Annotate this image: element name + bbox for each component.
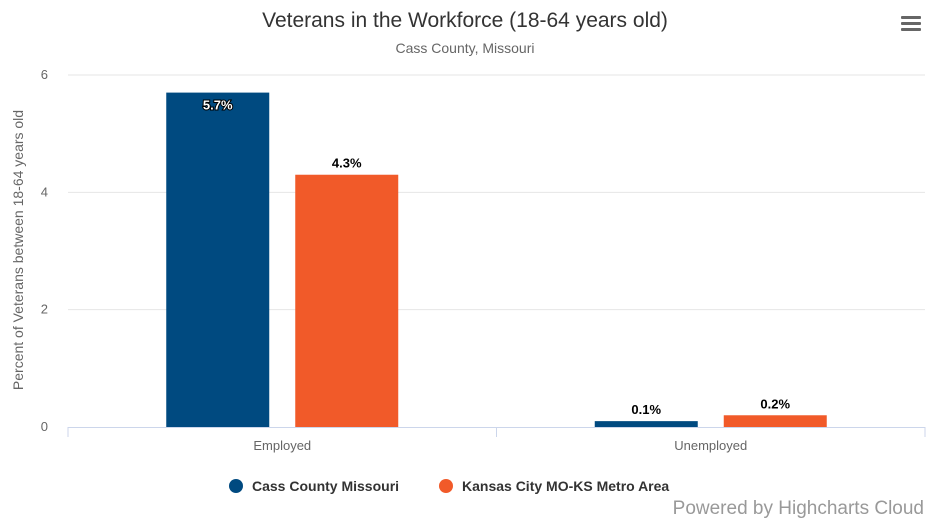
y-axis-ticks: 0 2 4 6 — [41, 67, 48, 434]
legend-symbol — [229, 479, 243, 493]
data-label: 4.3% — [332, 156, 362, 171]
x-tick-label: Employed — [253, 438, 311, 453]
legend-symbol — [439, 479, 453, 493]
legend: Cass County Missouri Kansas City MO-KS Me… — [229, 478, 669, 494]
y-tick-label: 2 — [41, 302, 48, 317]
y-tick-label: 0 — [41, 419, 48, 434]
data-label: 0.2% — [760, 396, 790, 411]
x-axis: Employed Unemployed — [67, 427, 926, 453]
bar[interactable] — [594, 421, 698, 427]
bar[interactable] — [723, 415, 827, 427]
legend-label: Kansas City MO-KS Metro Area — [462, 478, 669, 494]
bars: 5.7% 0.1% 4.3% 0.2% — [166, 92, 827, 427]
hamburger-menu-icon[interactable] — [896, 10, 926, 40]
chart-subtitle: Cass County, Missouri — [395, 40, 534, 56]
bar[interactable] — [295, 174, 399, 427]
data-label: 5.7% — [203, 98, 233, 113]
chart-title: Veterans in the Workforce (18-64 years o… — [262, 9, 668, 32]
y-axis-label: Percent of Veterans between 18-64 years … — [10, 110, 26, 390]
bar[interactable] — [166, 92, 270, 427]
credits[interactable]: Powered by Highcharts Cloud — [673, 498, 924, 519]
legend-item[interactable]: Cass County Missouri — [229, 478, 399, 494]
legend-label: Cass County Missouri — [252, 478, 399, 494]
data-label: 0.1% — [631, 402, 661, 417]
y-tick-label: 6 — [41, 67, 48, 82]
legend-item[interactable]: Kansas City MO-KS Metro Area — [439, 478, 669, 494]
y-tick-label: 4 — [41, 184, 48, 199]
x-tick-label: Unemployed — [674, 438, 747, 453]
